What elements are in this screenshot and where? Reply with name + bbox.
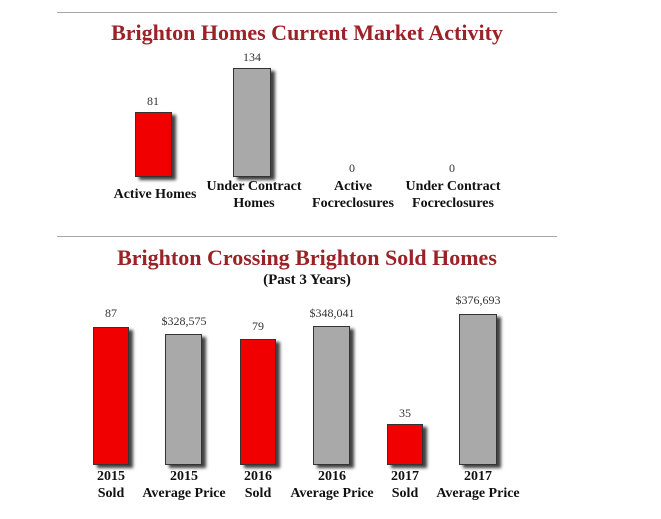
bar-2017-average-price (459, 314, 497, 465)
bar-value: 35 (399, 406, 411, 420)
category-label: Under Contract Homes (206, 179, 302, 211)
bar-2017-sold (387, 424, 423, 465)
category-label: Active Focreclosures (312, 179, 394, 211)
category-label: Active Homes (113, 187, 197, 202)
bar-2015-average-price (165, 334, 202, 465)
category-label: 2015 Average Price (142, 469, 226, 501)
bar-value: 87 (105, 306, 117, 320)
chart2-subtitle: (Past 3 Years) (263, 272, 351, 288)
bar-value: $328,575 (161, 314, 207, 328)
bar-value: $376,693 (455, 293, 501, 307)
bar-value: $348,041 (309, 306, 355, 320)
category-label: 2016 Average Price (290, 469, 374, 501)
bar-value: 0 (449, 161, 455, 175)
category-label: 2017 Sold (391, 469, 419, 501)
bar-2015-sold (93, 327, 129, 465)
category-label: Under Contract Focreclosures (405, 179, 501, 211)
bar-2016-average-price (313, 326, 350, 465)
chart1-title: Brighton Homes Current Market Activity (111, 20, 503, 45)
bar-under-contract-homes (233, 68, 271, 177)
bar-active-homes (135, 112, 172, 177)
top-divider (57, 12, 557, 13)
category-label: 2016 Sold (244, 469, 272, 501)
bar-value: 81 (147, 94, 159, 108)
middle-divider (57, 236, 557, 237)
bar-value: 0 (349, 161, 355, 175)
bar-value: 134 (243, 50, 261, 64)
bar-value: 79 (252, 319, 264, 333)
category-label: 2017 Average Price (436, 469, 520, 501)
chart2-title: Brighton Crossing Brighton Sold Homes (117, 245, 497, 270)
bar-2016-sold (240, 339, 276, 465)
category-label: 2015 Sold (97, 469, 125, 501)
